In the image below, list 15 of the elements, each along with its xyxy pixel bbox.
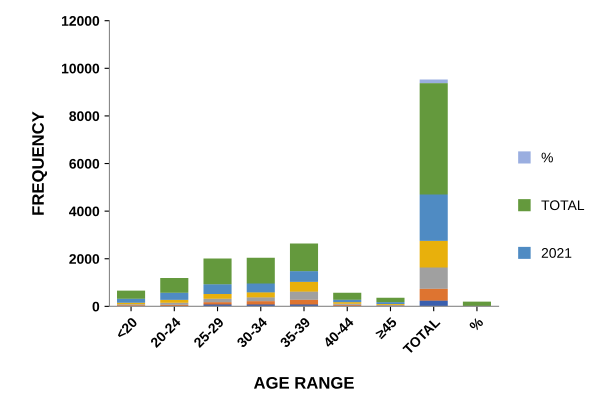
y-tick-label: 0 (92, 302, 100, 312)
y-tick-label: 10000 (62, 64, 100, 74)
x-axis-title: AGE RANGE (254, 376, 354, 389)
y-tick-label: 2000 (69, 254, 100, 264)
y-tick-label: 8000 (69, 111, 100, 122)
x-tick-label: ≥45 (374, 316, 398, 340)
y-tick-label: 4000 (69, 206, 100, 216)
legend-label: TOTAL (541, 200, 584, 210)
y-axis-title: FREQUENCY (32, 111, 48, 215)
y-tick-label: 6000 (69, 158, 100, 169)
y-tick-label: 12000 (62, 16, 100, 26)
x-tick-label: % (468, 316, 484, 332)
x-tick-label: <20 (115, 316, 138, 340)
legend-label: % (542, 152, 553, 162)
legend-label: 2021 (542, 248, 572, 258)
